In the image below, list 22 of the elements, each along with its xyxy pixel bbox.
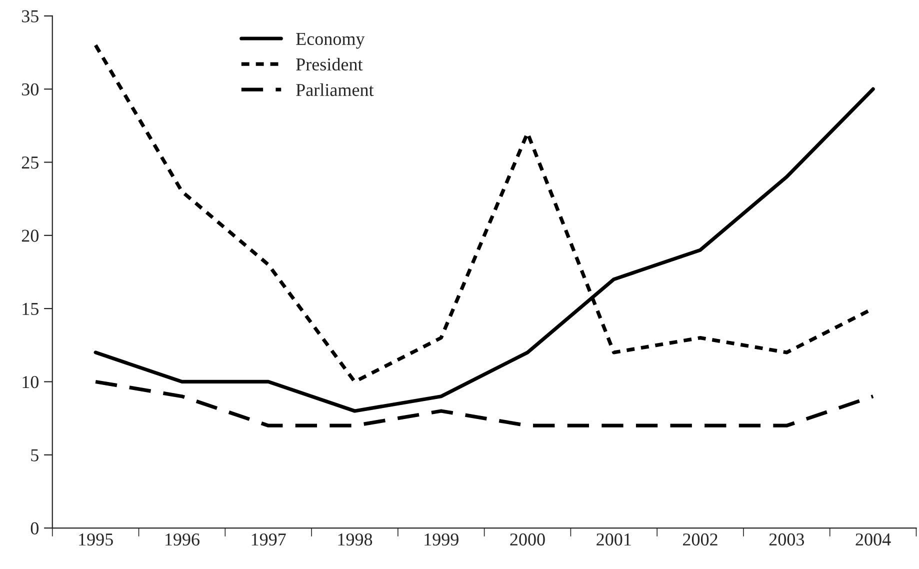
x-tick-label: 2001 [596, 533, 631, 546]
x-tick-label: 1998 [338, 533, 372, 546]
line-series [94, 380, 875, 428]
y-tick-label: 10 [22, 376, 38, 388]
y-tick-label: 25 [22, 156, 38, 169]
x-tick-label: 2004 [856, 533, 891, 546]
y-tick-label: 5 [31, 449, 38, 462]
x-tick-label: 1995 [79, 533, 113, 546]
y-tick-label: 35 [22, 10, 38, 22]
y-tick-label: 20 [22, 230, 38, 242]
x-tick-label: 2002 [683, 533, 718, 546]
x-tick-label: 1999 [424, 533, 458, 546]
x-tick-label: 2000 [510, 533, 545, 546]
y-tick-label: 15 [22, 302, 38, 316]
x-tick-label: 1996 [165, 533, 200, 546]
legend-label: Economy [296, 32, 365, 49]
y-tick-label: 30 [22, 83, 38, 96]
y-tick-label: 0 [30, 522, 38, 534]
legend-label: Parliament [296, 83, 374, 96]
x-tick-label: 2003 [769, 533, 804, 546]
legend-label: President [296, 58, 363, 71]
x-tick-label: 1997 [252, 533, 286, 546]
